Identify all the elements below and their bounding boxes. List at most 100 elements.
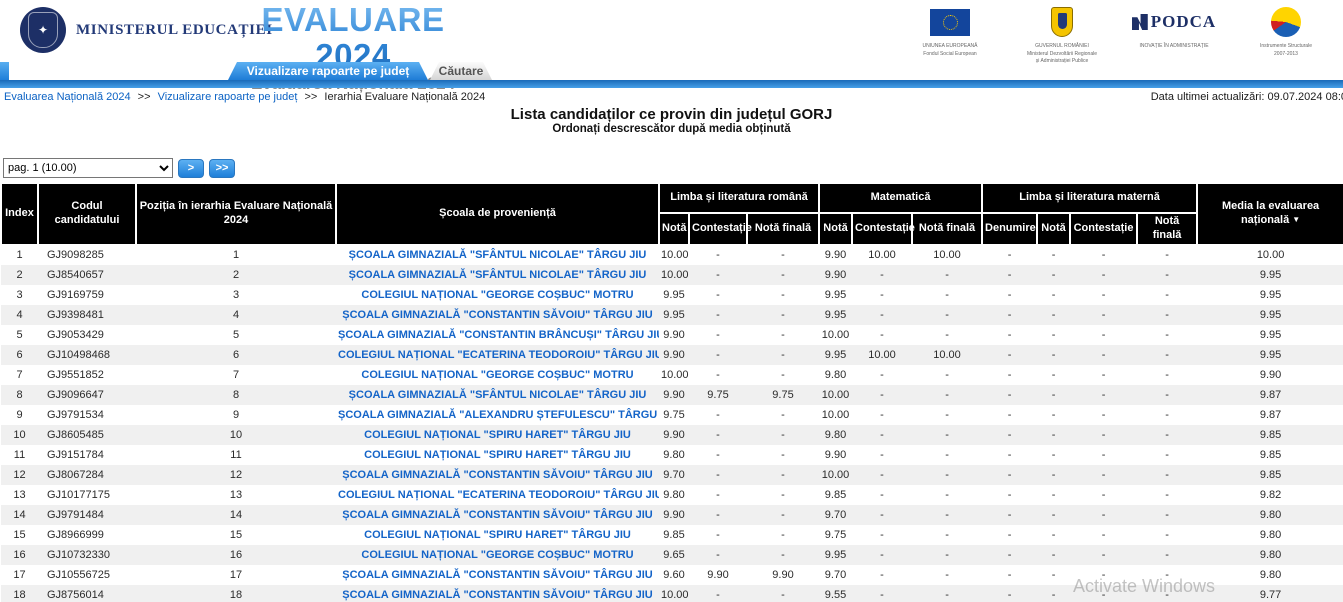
cell-romana-contestatie: -	[716, 528, 720, 541]
guvern-logo-caption: GUVERNUL ROMÂNIEI Ministerul Dezvoltării …	[1026, 43, 1098, 64]
cell-mat-nota-finala: -	[945, 368, 949, 381]
school-link[interactable]: ȘCOALA GIMNAZIALĂ "CONSTANTIN SĂVOIU" TÂ…	[342, 468, 653, 481]
cell-mat-contestatie: -	[880, 448, 884, 461]
cell-romana-nota-finala: -	[781, 468, 785, 481]
cell-school[interactable]: ȘCOALA GIMNAZIALĂ "SFÂNTUL NICOLAE" TÂRG…	[336, 265, 659, 285]
eu-flag-logo: UNIUNEA EUROPEANĂ Fondul Social European	[907, 4, 993, 58]
cell-school[interactable]: ȘCOALA GIMNAZIALĂ "CONSTANTIN BRÂNCUȘI" …	[336, 325, 659, 345]
cell-romana-contestatie: -	[716, 508, 720, 521]
cell-school[interactable]: ȘCOALA GIMNAZIALĂ "CONSTANTIN SĂVOIU" TÂ…	[336, 305, 659, 325]
cell-romana-nota: 9.90	[663, 508, 685, 521]
cell-media: 9.95	[1259, 328, 1282, 341]
cell-mat-nota: 9.85	[824, 488, 847, 501]
cell-materna-nota: -	[1051, 328, 1056, 341]
cell-media: 9.80	[1259, 548, 1282, 561]
school-link[interactable]: ȘCOALA GIMNAZIALĂ "ALEXANDRU ȘTEFULESCU"…	[338, 408, 659, 421]
sub-header-romana-nota: Notă	[658, 212, 690, 246]
cell-materna-denumire: -	[1007, 408, 1012, 421]
cell-romana-contestatie: 9.90	[707, 568, 729, 581]
cell-romana-contestatie: -	[716, 548, 720, 561]
tab-vizualizare-rapoarte[interactable]: Vizualizare rapoarte pe județ	[228, 62, 428, 80]
cell-romana-nota-finala: -	[781, 328, 785, 341]
next-page-button[interactable]: >	[178, 158, 204, 178]
cell-school[interactable]: COLEGIUL NAȚIONAL "GEORGE COȘBUC" MOTRU	[336, 545, 659, 565]
cell-romana-contestatie: -	[716, 268, 720, 281]
cell-school[interactable]: COLEGIUL NAȚIONAL "GEORGE COȘBUC" MOTRU	[336, 285, 659, 305]
school-link[interactable]: COLEGIUL NAȚIONAL "SPIRU HARET" TÂRGU JI…	[364, 428, 631, 441]
cell-index: 8	[16, 388, 23, 401]
cell-mat-nota-finala: -	[945, 488, 949, 501]
sub-header-mat-contestatie: Contestație	[851, 212, 915, 246]
cell-materna-nota: -	[1051, 488, 1056, 501]
school-link[interactable]: ȘCOALA GIMNAZIALĂ "CONSTANTIN SĂVOIU" TÂ…	[342, 588, 653, 601]
cell-romana-nota-finala: -	[781, 408, 785, 421]
page-select[interactable]: pag. 1 (10.00)	[3, 158, 173, 178]
school-link[interactable]: COLEGIUL NAȚIONAL "SPIRU HARET" TÂRGU JI…	[364, 448, 631, 461]
school-link[interactable]: ȘCOALA GIMNAZIALĂ "CONSTANTIN SĂVOIU" TÂ…	[342, 568, 653, 581]
cell-media: 9.95	[1259, 268, 1282, 281]
cell-materna-nota-finala: -	[1165, 408, 1169, 421]
cell-materna-nota-finala: -	[1165, 548, 1169, 561]
last-page-button[interactable]: >>	[209, 158, 235, 178]
tab-cautare[interactable]: Căutare	[430, 62, 492, 80]
cell-materna-nota: -	[1051, 249, 1056, 261]
cell-school[interactable]: ȘCOALA GIMNAZIALĂ "ALEXANDRU ȘTEFULESCU"…	[336, 405, 659, 425]
school-link[interactable]: ȘCOALA GIMNAZIALĂ "SFÂNTUL NICOLAE" TÂRG…	[348, 388, 647, 401]
sub-header-romana-contestatie: Contestație	[688, 212, 752, 246]
school-link[interactable]: ȘCOALA GIMNAZIALĂ "CONSTANTIN BRÂNCUȘI" …	[338, 328, 659, 341]
cell-materna-nota-finala: -	[1165, 249, 1169, 261]
cell-mat-contestatie: -	[880, 268, 884, 281]
school-link[interactable]: COLEGIUL NAȚIONAL "ECATERINA TEODOROIU" …	[338, 348, 659, 361]
cell-romana-nota: 9.65	[663, 548, 685, 561]
cell-materna-nota-finala: -	[1165, 508, 1169, 521]
cell-school[interactable]: ȘCOALA GIMNAZIALĂ "CONSTANTIN SĂVOIU" TÂ…	[336, 505, 659, 525]
breadcrumb: Evaluarea Națională 2024 >> Vizualizare …	[4, 91, 486, 103]
school-link[interactable]: COLEGIUL NAȚIONAL "SPIRU HARET" TÂRGU JI…	[364, 528, 631, 541]
cell-school[interactable]: ȘCOALA GIMNAZIALĂ "CONSTANTIN SĂVOIU" TÂ…	[336, 565, 659, 585]
cell-materna-contestatie: -	[1101, 528, 1106, 541]
cell-school[interactable]: ȘCOALA GIMNAZIALĂ "SFÂNTUL NICOLAE" TÂRG…	[336, 245, 659, 265]
breadcrumb-link-evaluarea[interactable]: Evaluarea Națională 2024	[4, 91, 131, 103]
cell-mat-nota: 9.55	[824, 588, 847, 601]
cell-mat-nota-finala: -	[945, 568, 949, 581]
cell-materna-denumire: -	[1007, 528, 1012, 541]
cell-school[interactable]: COLEGIUL NAȚIONAL "ECATERINA TEODOROIU" …	[336, 345, 659, 365]
cell-materna-nota-finala: -	[1165, 488, 1169, 501]
cell-school[interactable]: COLEGIUL NAȚIONAL "GEORGE COȘBUC" MOTRU	[336, 365, 659, 385]
col-header-media-sort[interactable]: Media la evaluarea națională ▼	[1196, 182, 1343, 246]
school-link[interactable]: ȘCOALA GIMNAZIALĂ "CONSTANTIN SĂVOIU" TÂ…	[342, 308, 653, 321]
cell-position: 18	[229, 588, 243, 601]
cell-romana-nota-finala: -	[781, 488, 785, 501]
school-link[interactable]: COLEGIUL NAȚIONAL "ECATERINA TEODOROIU" …	[338, 488, 659, 501]
cell-mat-nota: 9.95	[824, 308, 847, 321]
cell-school[interactable]: COLEGIUL NAȚIONAL "SPIRU HARET" TÂRGU JI…	[336, 445, 659, 465]
cell-school[interactable]: COLEGIUL NAȚIONAL "SPIRU HARET" TÂRGU JI…	[336, 425, 659, 445]
cell-school[interactable]: COLEGIUL NAȚIONAL "ECATERINA TEODOROIU" …	[336, 485, 659, 505]
cell-mat-nota: 9.70	[824, 508, 847, 521]
cell-media: 9.80	[1259, 568, 1282, 581]
cell-school[interactable]: ȘCOALA GIMNAZIALĂ "CONSTANTIN SĂVOIU" TÂ…	[336, 465, 659, 485]
cell-materna-nota: -	[1051, 348, 1056, 361]
cell-mat-nota-finala: -	[945, 288, 949, 301]
cell-materna-contestatie: -	[1101, 568, 1106, 581]
cell-mat-nota-finala: -	[945, 328, 949, 341]
cell-mat-contestatie: -	[880, 368, 884, 381]
school-link[interactable]: COLEGIUL NAȚIONAL "GEORGE COȘBUC" MOTRU	[361, 548, 634, 561]
cell-school[interactable]: ȘCOALA GIMNAZIALĂ "SFÂNTUL NICOLAE" TÂRG…	[336, 385, 659, 405]
cell-materna-nota-finala: -	[1165, 528, 1169, 541]
school-link[interactable]: ȘCOALA GIMNAZIALĂ "CONSTANTIN SĂVOIU" TÂ…	[342, 508, 653, 521]
cell-media: 9.95	[1259, 348, 1282, 361]
cell-mat-nota: 10.00	[821, 408, 850, 421]
cell-mat-nota: 9.95	[824, 548, 847, 561]
school-link[interactable]: COLEGIUL NAȚIONAL "GEORGE COȘBUC" MOTRU	[361, 288, 634, 301]
school-link[interactable]: ȘCOALA GIMNAZIALĂ "SFÂNTUL NICOLAE" TÂRG…	[348, 249, 647, 261]
table-row: 6 GJ10498468 6 COLEGIUL NAȚIONAL "ECATERINA…	[1, 344, 1343, 365]
cell-romana-nota-finala: -	[781, 428, 785, 441]
cell-candidate-code: GJ8540657	[47, 268, 104, 281]
school-link[interactable]: ȘCOALA GIMNAZIALĂ "SFÂNTUL NICOLAE" TÂRG…	[348, 268, 647, 281]
breadcrumb-link-vizualizare[interactable]: Vizualizare rapoarte pe județ	[157, 91, 298, 103]
cell-school[interactable]: ȘCOALA GIMNAZIALĂ "CONSTANTIN SĂVOIU" TÂ…	[336, 585, 659, 602]
cell-school[interactable]: COLEGIUL NAȚIONAL "SPIRU HARET" TÂRGU JI…	[336, 525, 659, 545]
school-link[interactable]: COLEGIUL NAȚIONAL "GEORGE COȘBUC" MOTRU	[361, 368, 634, 381]
